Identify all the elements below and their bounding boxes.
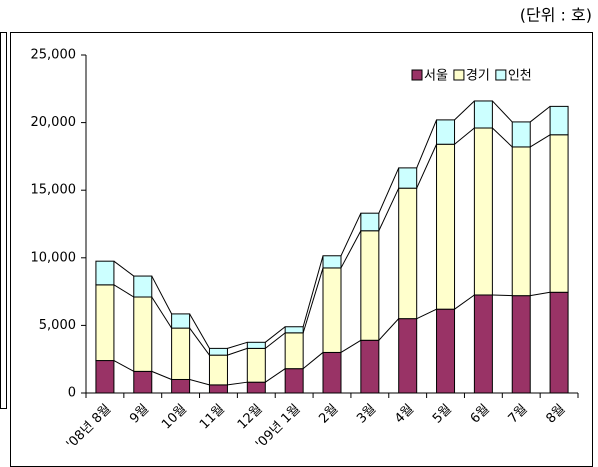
series-line xyxy=(151,275,173,315)
bar-segment xyxy=(208,384,228,394)
series-line xyxy=(454,294,475,310)
series-line xyxy=(416,119,438,169)
series-line xyxy=(151,296,173,329)
series-line xyxy=(529,134,551,148)
series-line xyxy=(113,260,135,277)
bar-segment xyxy=(322,255,342,269)
series-line xyxy=(113,284,135,298)
series-line xyxy=(302,267,324,333)
bar-segment xyxy=(398,167,418,189)
bar-segment xyxy=(398,187,418,320)
series-line xyxy=(189,313,210,349)
bar-segment xyxy=(208,354,228,386)
series-line xyxy=(340,212,362,256)
chart-frame xyxy=(10,32,593,467)
series-line xyxy=(454,127,475,145)
y-tick-label: 10,000 xyxy=(31,250,77,265)
bar-segment xyxy=(360,230,380,341)
series-line xyxy=(340,230,362,269)
bar-segment xyxy=(246,341,266,349)
bar-segment xyxy=(549,291,569,394)
legend-label: 서울 xyxy=(424,69,448,84)
bar-segment xyxy=(360,212,380,232)
bar-segment xyxy=(171,378,191,394)
series-line xyxy=(264,326,286,343)
series-line xyxy=(416,144,437,189)
bar-segment xyxy=(398,318,418,394)
bar-segment xyxy=(246,381,266,394)
series-line xyxy=(492,100,513,123)
legend-swatch xyxy=(453,69,465,81)
legend-swatch xyxy=(411,69,423,81)
bar-segment xyxy=(171,313,191,329)
bar-segment xyxy=(549,134,569,293)
series-line xyxy=(227,341,248,349)
series-line xyxy=(189,378,210,386)
series-line xyxy=(113,360,135,372)
bar-segment xyxy=(511,121,531,148)
bar-segment xyxy=(436,308,456,394)
series-line xyxy=(264,332,286,349)
legend-label: 경기 xyxy=(466,69,490,84)
series-line xyxy=(492,294,513,297)
series-line xyxy=(302,352,324,370)
series-line xyxy=(227,381,248,386)
bar-segment xyxy=(133,370,153,394)
series-line xyxy=(529,105,551,123)
bar-segment xyxy=(322,267,342,353)
bar-segment xyxy=(322,351,342,394)
y-tick-label: 15,000 xyxy=(31,183,77,198)
series-line xyxy=(378,167,400,214)
unit-label: (단위 : 호) xyxy=(520,6,592,25)
bar-segment xyxy=(511,146,531,297)
frame-fragment xyxy=(0,32,7,409)
bar-segment xyxy=(549,105,569,136)
y-tick-label: 20,000 xyxy=(31,115,77,130)
bar-segment xyxy=(436,143,456,310)
bar-segment xyxy=(360,339,380,394)
bar-segment xyxy=(473,127,493,296)
series-line xyxy=(227,347,248,356)
bar-segment xyxy=(95,360,115,394)
series-line xyxy=(492,127,513,148)
bar-segment xyxy=(436,119,456,145)
bar-segment xyxy=(208,347,228,356)
series-line xyxy=(378,318,400,341)
series-line xyxy=(530,291,551,297)
series-line xyxy=(151,370,172,380)
legend-swatch xyxy=(495,69,507,81)
bar-segment xyxy=(473,294,493,394)
legend-label: 인천 xyxy=(508,69,532,84)
bar-segment xyxy=(284,368,304,394)
bar-segment xyxy=(133,296,153,372)
series-line xyxy=(302,255,324,327)
bar-segment xyxy=(284,326,304,334)
series-line xyxy=(454,100,475,121)
y-tick-label: 0 xyxy=(68,386,76,401)
y-tick-label: 25,000 xyxy=(31,48,77,63)
bar-segment xyxy=(95,284,115,362)
bar-segment xyxy=(511,295,531,394)
bar-segment xyxy=(171,327,191,380)
bar-segment xyxy=(246,347,266,383)
series-line xyxy=(340,339,362,353)
y-tick-label: 5,000 xyxy=(39,318,76,333)
bar-segment xyxy=(133,275,153,298)
bar-segment xyxy=(284,332,304,370)
bar-segment xyxy=(473,100,493,129)
bar-segment xyxy=(95,260,115,286)
series-line xyxy=(378,187,400,231)
series-line xyxy=(416,308,437,320)
series-line xyxy=(265,368,286,383)
series-line xyxy=(189,327,210,356)
